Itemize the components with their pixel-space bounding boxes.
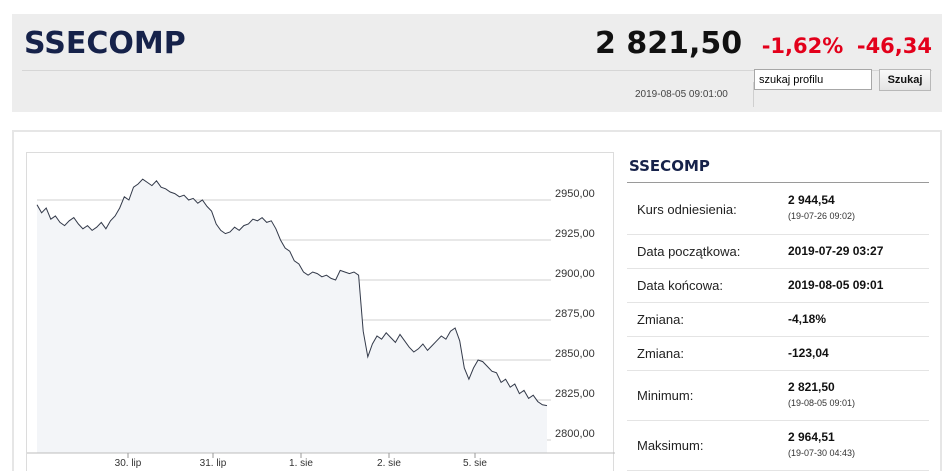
stats-value: 2 821,50 <box>788 380 835 394</box>
stats-value: -123,04 <box>788 346 829 360</box>
profile-search-input[interactable] <box>754 69 872 90</box>
series-area <box>37 179 547 453</box>
series-line <box>36 178 548 407</box>
x-tick-label: 30. lip <box>115 458 142 469</box>
header-divider <box>22 70 932 71</box>
y-tick-label: 2850,00 <box>555 348 595 360</box>
stats-label: Minimum: <box>637 388 694 403</box>
y-tick-label: 2950,00 <box>555 188 595 200</box>
stats-row: Minimum: 2 821,50 (19-08-05 09:01) <box>627 371 929 421</box>
price-chart: 2950,00 2925,00 2900,00 2875,00 2850,00 2825,… <box>26 152 615 471</box>
stats-table: Kurs odniesienia: 2 944,54 (19-07-26 09:02… <box>627 184 929 471</box>
vertical-divider <box>753 82 754 107</box>
stats-row: Data początkowa: 2019-07-29 03:27 <box>627 235 929 269</box>
stats-label: Kurs odniesienia: <box>637 201 737 217</box>
x-tick-label: 5. sie <box>463 458 487 469</box>
page-title: SSECOMP <box>24 26 186 61</box>
stats-value: 2 944,54 <box>788 193 835 207</box>
change-absolute: -46,34 <box>856 34 932 58</box>
header-bar: SSECOMP 2 821,50 -1,62% -46,34 2019-08-0… <box>12 14 942 112</box>
y-tick-label: 2900,00 <box>555 268 595 280</box>
x-tick-label: 2. sie <box>377 458 401 469</box>
sidebar-title: SSECOMP <box>629 157 710 175</box>
x-tick-label: 1. sie <box>289 458 313 469</box>
y-tick-label: 2875,00 <box>555 308 595 320</box>
last-price: 2 821,50 <box>595 26 743 61</box>
stats-label: Data początkowa: <box>637 244 741 259</box>
stats-row: Zmiana: -123,04 <box>627 337 929 371</box>
sidebar-divider <box>627 182 929 183</box>
y-tick-label: 2925,00 <box>555 228 595 240</box>
stats-value: 2019-07-29 03:27 <box>788 244 884 258</box>
stats-label: Maksimum: <box>637 438 704 453</box>
stats-value: -4,18% <box>788 312 827 326</box>
quote-timestamp: 2019-08-05 09:01:00 <box>635 89 728 100</box>
stats-label: Zmiana: <box>637 312 684 327</box>
stats-timestamp: (19-07-26 09:02) <box>788 211 856 221</box>
stats-row: Zmiana: -4,18% <box>627 303 929 337</box>
stats-label: Data końcowa: <box>637 278 723 293</box>
stats-value: 2019-08-05 09:01 <box>788 278 884 292</box>
stats-value: 2 964,51 <box>788 430 835 444</box>
stats-row: Kurs odniesienia: 2 944,54 (19-07-26 09:02… <box>627 184 929 235</box>
change-percent: -1,62% <box>761 34 844 58</box>
chart-canvas: 2950,00 2925,00 2900,00 2875,00 2850,00 2825,… <box>27 178 615 469</box>
search-button[interactable]: Szukaj <box>879 69 931 91</box>
quote-summary: 2 821,50 -1,62% -46,34 <box>595 26 932 61</box>
x-tick-label: 31. lip <box>200 458 227 469</box>
stats-label: Zmiana: <box>637 346 684 361</box>
stats-timestamp: (19-07-30 04:43) <box>788 448 856 458</box>
stats-row: Data końcowa: 2019-08-05 09:01 <box>627 269 929 303</box>
stats-timestamp: (19-08-05 09:01) <box>788 398 856 408</box>
stats-row: Maksimum: 2 964,51 (19-07-30 04:43) <box>627 421 929 471</box>
y-tick-label: 2800,00 <box>555 428 595 440</box>
y-tick-label: 2825,00 <box>555 388 595 400</box>
